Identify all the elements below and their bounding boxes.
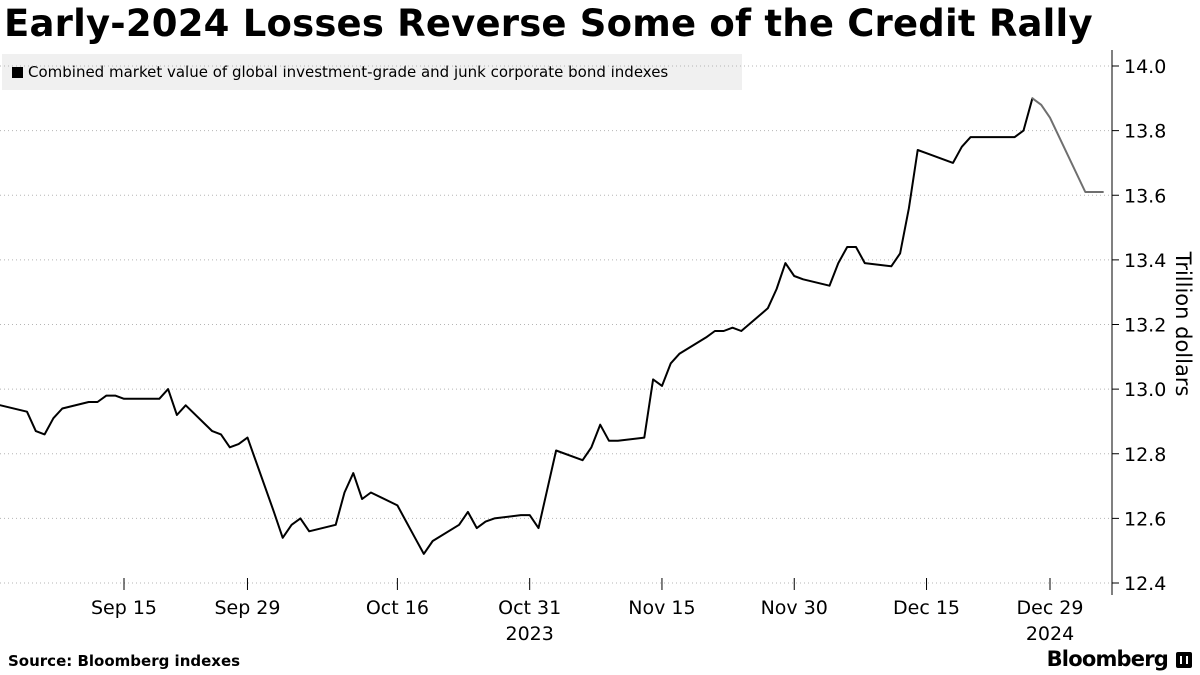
x-tick-label: Oct 31 bbox=[498, 597, 561, 619]
y-axis: 14.0 13.8 13.6 13.4 13.2 13.0 12.8 12.6 12.4 bbox=[1111, 50, 1166, 595]
y-tick-label: 13.0 bbox=[1124, 379, 1166, 401]
x-tick-label: Dec 29 bbox=[1017, 597, 1084, 619]
x-year-label: 2024 bbox=[1026, 623, 1074, 645]
y-axis-label: Trillion dollars bbox=[1171, 251, 1195, 397]
x-tick-label: Oct 16 bbox=[366, 597, 429, 619]
x-tick-label: Nov 15 bbox=[628, 597, 695, 619]
legend-label: Combined market value of global investme… bbox=[28, 63, 669, 81]
chart-title: Early-2024 Losses Reverse Some of the Cr… bbox=[4, 2, 1093, 45]
y-tick-label: 14.0 bbox=[1124, 56, 1166, 78]
grid-lines bbox=[0, 65, 1112, 584]
x-tick-label: Nov 30 bbox=[761, 597, 828, 619]
x-axis: Sep 15 Sep 29 Oct 16 Oct 31 2023 Nov 15 Nov 30… bbox=[91, 578, 1084, 645]
y-tick-label: 13.8 bbox=[1124, 121, 1166, 143]
x-year-label: 2023 bbox=[505, 623, 553, 645]
y-tick-label: 12.4 bbox=[1124, 573, 1166, 595]
legend-swatch bbox=[12, 66, 23, 78]
y-tick-label: 12.8 bbox=[1124, 444, 1166, 466]
x-tick-label: Sep 29 bbox=[214, 597, 280, 619]
brand-logo: Bloomberg bbox=[1046, 647, 1169, 671]
series-line-0 bbox=[0, 97, 1034, 555]
series-line-1 bbox=[1031, 97, 1104, 193]
y-tick-label: 13.6 bbox=[1124, 185, 1166, 207]
x-tick-label: Sep 15 bbox=[91, 597, 157, 619]
y-tick-label: 13.4 bbox=[1124, 250, 1166, 272]
y-tick-label: 12.6 bbox=[1124, 508, 1166, 530]
bloomberg-icon bbox=[1176, 652, 1192, 668]
source-note: Source: Bloomberg indexes bbox=[8, 652, 241, 670]
legend: Combined market value of global investme… bbox=[2, 54, 742, 90]
x-tick-label: Dec 15 bbox=[893, 597, 960, 619]
series-lines bbox=[0, 97, 1104, 555]
y-tick-label: 13.2 bbox=[1124, 315, 1166, 337]
